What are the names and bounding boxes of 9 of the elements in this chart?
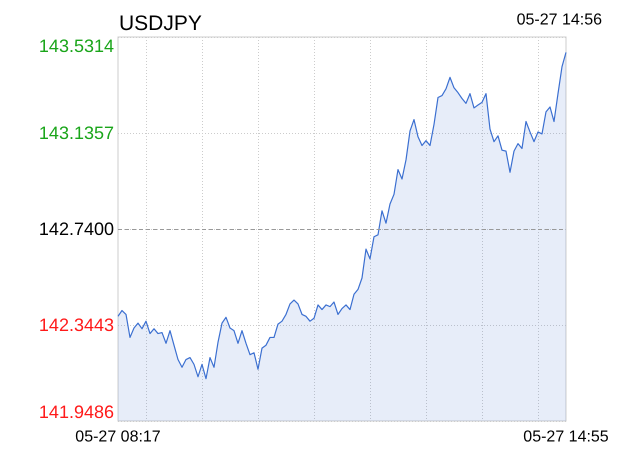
text: 05-27 14:56 [516, 12, 602, 28]
y-tick-label: 141.9486 [38, 402, 114, 422]
x-tick-label: 05-27 08:17 [75, 428, 161, 446]
x-tick-label: 05-27 14:55 [523, 428, 609, 446]
chart-title: USDJPY [119, 12, 202, 35]
y-tick-label: 143.5314 [38, 36, 114, 56]
y-tick-label: 143.1357 [38, 123, 114, 143]
y-tick-label: 142.3443 [38, 315, 114, 335]
y-tick-label: 142.7400 [38, 219, 114, 239]
